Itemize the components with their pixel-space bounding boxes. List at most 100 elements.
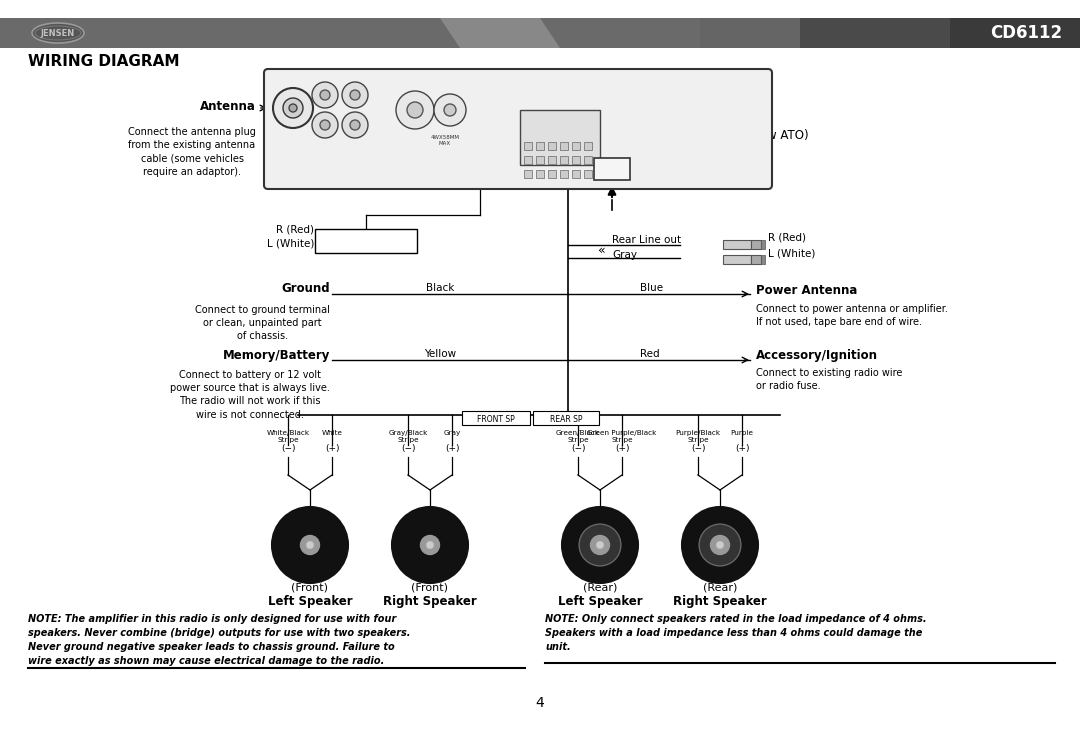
Bar	[561, 170, 568, 178]
Text: Antenna: Antenna	[200, 100, 256, 113]
Bar	[751, 240, 761, 249]
Text: JENSEN: JENSEN	[41, 29, 76, 37]
Text: Left Speaker: Left Speaker	[268, 594, 352, 608]
Circle shape	[699, 524, 741, 566]
Text: NOTE: Only connect speakers rated in the load impedance of 4 ohms.
Speakers with: NOTE: Only connect speakers rated in the…	[545, 614, 927, 652]
Text: (15 amp fast blow ATO): (15 amp fast blow ATO)	[666, 129, 809, 141]
Text: R (Red): R (Red)	[276, 225, 314, 235]
Bar	[800, 18, 1080, 48]
Circle shape	[562, 507, 638, 583]
Circle shape	[312, 82, 338, 108]
Text: Memory/Battery: Memory/Battery	[222, 348, 330, 362]
Bar	[561, 156, 568, 164]
Ellipse shape	[32, 23, 84, 43]
Circle shape	[427, 541, 434, 549]
Bar	[584, 142, 592, 150]
Circle shape	[350, 120, 360, 130]
Text: Red: Red	[640, 349, 660, 359]
Bar	[572, 170, 580, 178]
Circle shape	[420, 536, 440, 555]
Circle shape	[342, 112, 368, 138]
Bar	[524, 170, 532, 178]
Text: (−): (−)	[691, 444, 705, 454]
Text: Aux-in: Aux-in	[349, 237, 382, 247]
Circle shape	[350, 90, 360, 100]
Bar	[462, 411, 530, 425]
Bar	[584, 156, 592, 164]
FancyBboxPatch shape	[264, 69, 772, 189]
Text: Purple: Purple	[730, 430, 754, 436]
Text: Fuse: Fuse	[638, 129, 669, 141]
Polygon shape	[440, 18, 561, 48]
Text: Green/Black
Stripe: Green/Black Stripe	[556, 430, 600, 443]
Text: (+): (+)	[734, 444, 750, 454]
Text: CD6112: CD6112	[990, 24, 1062, 42]
Text: Rear Line out: Rear Line out	[612, 235, 681, 245]
Bar	[524, 156, 532, 164]
Circle shape	[396, 91, 434, 129]
Bar	[536, 170, 544, 178]
Bar	[548, 156, 556, 164]
Bar	[761, 255, 765, 264]
Bar	[572, 156, 580, 164]
Circle shape	[711, 536, 729, 555]
Circle shape	[283, 98, 303, 118]
Text: 4WX58MM
MAX: 4WX58MM MAX	[431, 135, 459, 146]
Bar	[548, 170, 556, 178]
Circle shape	[273, 88, 313, 128]
Circle shape	[716, 541, 724, 549]
Text: REAR SP: REAR SP	[550, 414, 582, 424]
Circle shape	[289, 104, 297, 112]
Text: Power Antenna: Power Antenna	[756, 283, 858, 296]
Bar	[519, 110, 600, 165]
Text: Green Purple/Black
Stripe: Green Purple/Black Stripe	[588, 430, 657, 443]
Text: NOTE: The amplifier in this radio is only designed for use with four
speakers. N: NOTE: The amplifier in this radio is onl…	[28, 614, 410, 666]
Bar	[751, 255, 761, 264]
Bar	[0, 18, 700, 48]
Bar	[548, 142, 556, 150]
Circle shape	[312, 112, 338, 138]
Circle shape	[681, 507, 758, 583]
FancyBboxPatch shape	[315, 229, 417, 253]
Circle shape	[596, 541, 604, 549]
Bar	[524, 142, 532, 150]
Circle shape	[591, 536, 609, 555]
Text: (Front): (Front)	[292, 583, 328, 593]
Text: Connect to power antenna or amplifier.
If not used, tape bare end of wire.: Connect to power antenna or amplifier. I…	[756, 304, 948, 327]
Text: L (White): L (White)	[768, 248, 815, 258]
Bar	[594, 158, 630, 180]
Bar	[536, 156, 544, 164]
Circle shape	[407, 102, 423, 118]
Text: «: «	[598, 244, 606, 256]
Circle shape	[320, 90, 330, 100]
Bar	[584, 170, 592, 178]
Text: Connect to ground terminal
or clean, unpainted part
of chassis.: Connect to ground terminal or clean, unp…	[195, 305, 330, 341]
Text: (+): (+)	[615, 444, 630, 454]
Text: FRONT SP: FRONT SP	[477, 414, 515, 424]
Bar	[561, 142, 568, 150]
Text: Accessory/Ignition: Accessory/Ignition	[756, 348, 878, 362]
Circle shape	[444, 104, 456, 116]
Text: White: White	[322, 430, 342, 436]
Text: Purple/Black
Stripe: Purple/Black Stripe	[675, 430, 720, 443]
Text: Connect to battery or 12 volt
power source that is always live.
The radio will n: Connect to battery or 12 volt power sour…	[171, 370, 330, 419]
Text: Left Speaker: Left Speaker	[557, 594, 643, 608]
Text: Gray: Gray	[444, 430, 461, 436]
Bar	[950, 18, 1080, 48]
Circle shape	[392, 507, 468, 583]
Text: White/Black
Stripe: White/Black Stripe	[267, 430, 310, 443]
Bar	[0, 18, 1080, 48]
Text: Right Speaker: Right Speaker	[673, 594, 767, 608]
Text: (−): (−)	[281, 444, 295, 454]
Bar	[723, 240, 751, 249]
Bar	[761, 240, 765, 249]
Text: Connect to existing radio wire
or radio fuse.: Connect to existing radio wire or radio …	[756, 368, 903, 391]
Text: WIRING DIAGRAM: WIRING DIAGRAM	[28, 54, 179, 70]
Text: Yellow: Yellow	[424, 349, 456, 359]
Text: Gray/Black
Stripe: Gray/Black Stripe	[389, 430, 428, 443]
Text: (Rear): (Rear)	[703, 583, 738, 593]
Circle shape	[579, 524, 621, 566]
Text: (Front): (Front)	[411, 583, 448, 593]
Text: (−): (−)	[401, 444, 415, 454]
Text: Blue: Blue	[640, 283, 663, 293]
